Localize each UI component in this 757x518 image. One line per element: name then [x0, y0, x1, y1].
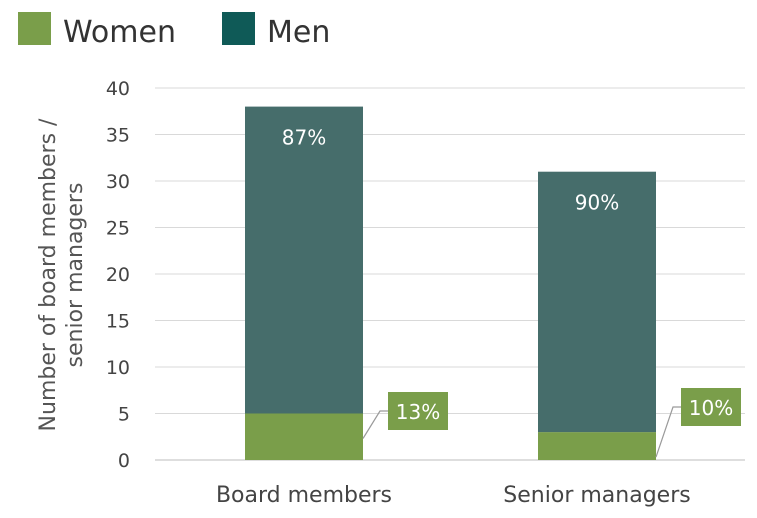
legend-swatch-women — [18, 12, 51, 45]
y-axis-ticks: 0 5 10 15 20 25 30 35 40 — [106, 78, 130, 472]
data-label-women: 13% — [396, 400, 440, 424]
data-label-women: 10% — [689, 396, 733, 420]
y-tick-label: 0 — [118, 450, 130, 472]
y-tick-label: 20 — [106, 264, 130, 286]
legend-swatch-men — [222, 12, 255, 45]
y-axis-title-line-1: Number of board members / — [36, 118, 61, 431]
y-tick-label: 25 — [106, 218, 130, 240]
x-axis-categories: Board members Senior managers — [216, 483, 691, 508]
gridlines — [155, 87, 745, 461]
legend-label-men: Men — [267, 15, 330, 50]
x-category-label: Senior managers — [503, 483, 690, 508]
y-tick-label: 40 — [106, 78, 130, 100]
y-tick-label: 35 — [106, 125, 130, 147]
y-axis-title: Number of board members / senior manager… — [36, 118, 88, 431]
data-label-men: 87% — [282, 126, 326, 150]
y-axis-title-line-2: senior managers — [63, 183, 88, 368]
y-tick-label: 15 — [106, 311, 130, 333]
x-category-label: Board members — [216, 483, 392, 508]
bar-women-senior-managers — [538, 432, 656, 460]
y-tick-label: 5 — [118, 404, 130, 426]
bar-women-board-members — [245, 413, 363, 460]
callout-box-women — [681, 388, 741, 426]
legend: Women Men — [18, 12, 330, 50]
bar-men-board-members — [245, 106, 363, 414]
data-label-men: 90% — [575, 191, 619, 215]
data-labels: 87% 13% 90% 10% — [282, 126, 741, 458]
y-tick-label: 30 — [106, 171, 130, 193]
legend-label-women: Women — [63, 15, 176, 50]
callout-leader-line — [655, 406, 681, 458]
callout-box-women — [388, 392, 448, 430]
bar-men-senior-managers — [538, 171, 656, 433]
y-tick-label: 10 — [106, 357, 130, 379]
callout-leader-line — [362, 410, 388, 439]
bars — [245, 106, 656, 460]
